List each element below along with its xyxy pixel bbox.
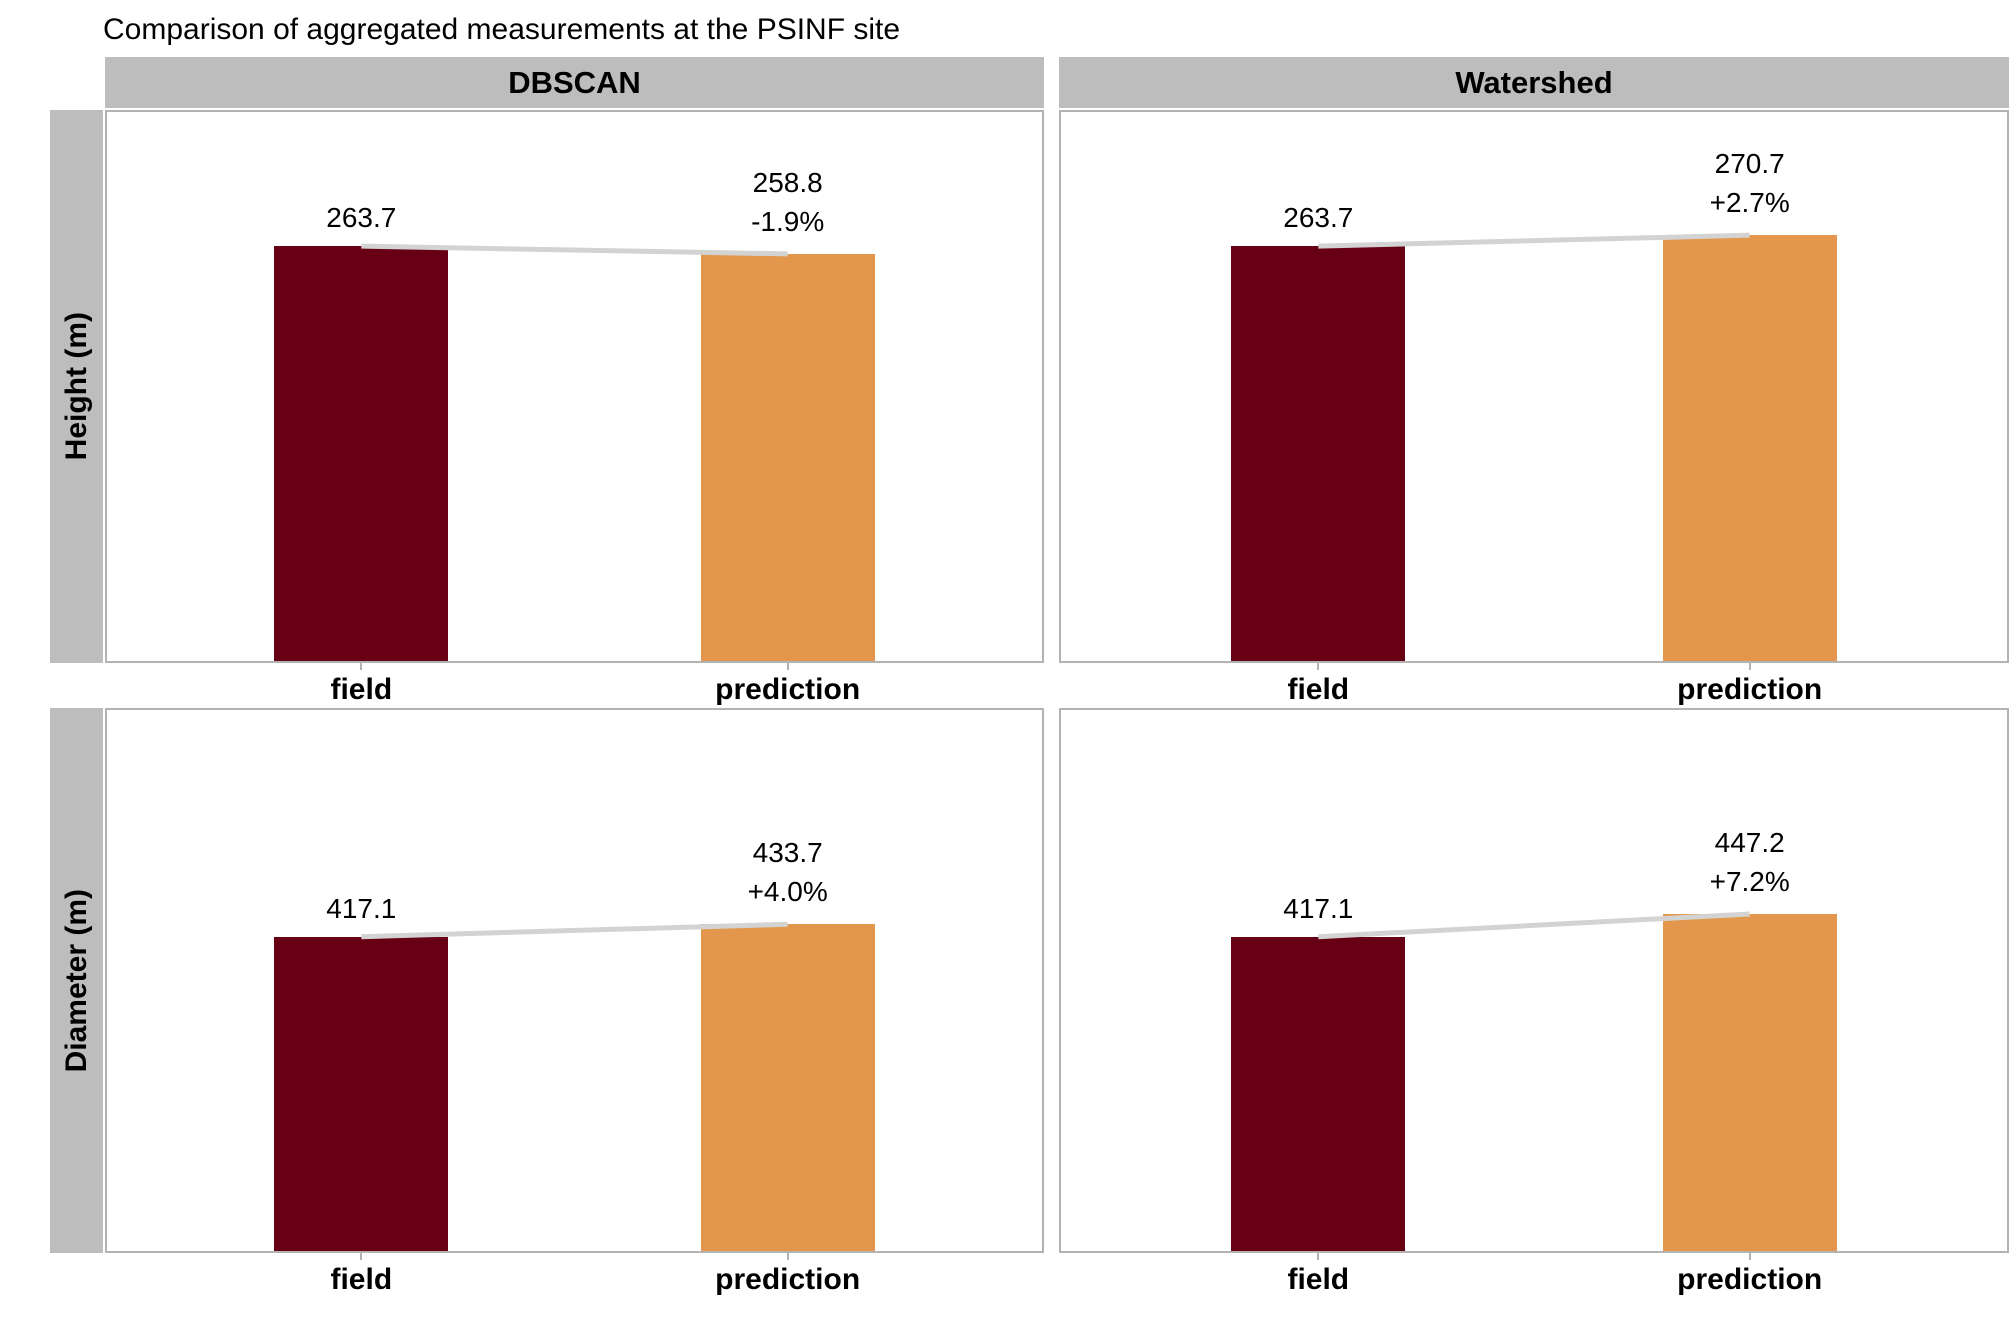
facet-row-label: Height (m) (59, 312, 93, 461)
bar-field (274, 246, 449, 661)
axis-tick (1748, 661, 1751, 670)
axis-label-prediction: prediction (1677, 673, 1823, 706)
panel-height-watershed: 263.7 270.7 +2.7% field prediction (1059, 110, 2009, 706)
bar-field (1231, 246, 1406, 661)
panel-diameter-dbscan: 417.1 433.7 +4.0% field prediction (105, 708, 1044, 1296)
label-field: 417.1 (326, 892, 397, 924)
panel-height-dbscan: 263.7 258.8 -1.9% field prediction (105, 110, 1044, 706)
label-field: 263.7 (326, 202, 397, 233)
axis-label-prediction: prediction (715, 1263, 861, 1296)
chart-title: Comparison of aggregated measurements at… (103, 13, 901, 46)
axis-tick (360, 1251, 363, 1260)
bar-field (1231, 936, 1406, 1251)
label-prediction: 447.2 +7.2% (1709, 826, 1790, 897)
bar-prediction (1662, 914, 1837, 1251)
axis-label-field: field (1287, 1263, 1350, 1296)
connector-line (107, 710, 1042, 1251)
label-prediction: 433.7 +4.0% (747, 836, 828, 908)
facet-row-strip-height: Height (m) (50, 110, 103, 663)
axis-tick (786, 1251, 789, 1260)
axis-label-field: field (330, 1263, 393, 1296)
facet-column-strip-dbscan: DBSCAN (105, 57, 1044, 108)
facet-row-label: Diameter (m) (59, 888, 93, 1073)
connector-line (1061, 710, 2007, 1251)
bar-prediction (700, 924, 875, 1251)
label-field: 263.7 (1283, 202, 1354, 233)
label-field: 417.1 (1283, 892, 1354, 924)
axis-tick (1317, 661, 1320, 670)
facet-column-strip-watershed: Watershed (1059, 57, 2009, 108)
axis-label-field: field (330, 673, 393, 706)
axis-tick (1748, 1251, 1751, 1260)
axis-tick (786, 661, 789, 670)
axis-tick (1317, 1251, 1320, 1260)
axis-tick (360, 661, 363, 670)
axis-label-prediction: prediction (1677, 1263, 1823, 1296)
axis-label-field: field (1287, 673, 1350, 706)
bar-prediction (700, 253, 875, 661)
bar-field (274, 936, 449, 1251)
axis-label-prediction: prediction (715, 673, 861, 706)
label-prediction: 258.8 -1.9% (751, 166, 825, 237)
label-prediction: 270.7 +2.7% (1709, 147, 1790, 218)
panel-diameter-watershed: 417.1 447.2 +7.2% field prediction (1059, 708, 2009, 1296)
facet-column-label: DBSCAN (508, 64, 641, 100)
bar-prediction (1662, 235, 1837, 661)
facet-row-strip-diameter: Diameter (m) (50, 708, 103, 1253)
facet-column-label: Watershed (1455, 64, 1613, 100)
